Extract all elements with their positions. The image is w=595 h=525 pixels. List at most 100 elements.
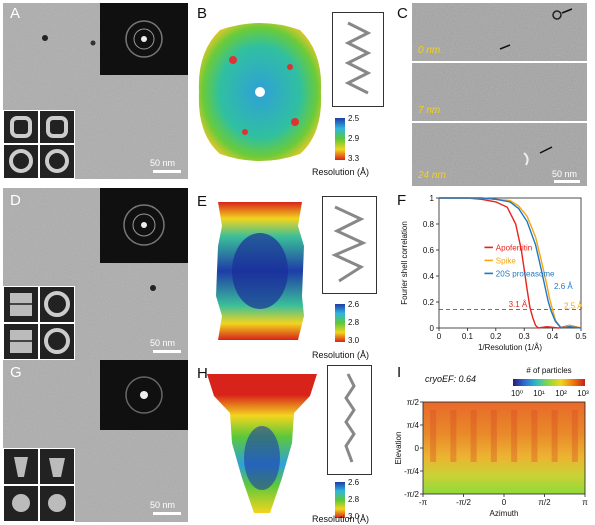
colorbar-e-tick-1: 2.8 <box>348 318 360 327</box>
fsc-xtick-label: 0 <box>437 332 442 341</box>
heatmap-xlabel: Azimuth <box>490 509 519 518</box>
class-average-4 <box>39 144 75 179</box>
fsc-legend-label: Apoferritin <box>496 243 532 252</box>
fsc-ytick-label: 0 <box>430 324 435 333</box>
heatmap-colorbar <box>513 379 585 386</box>
colorbar-h-tick-1: 2.8 <box>348 495 360 504</box>
panel-b-label: B <box>197 5 208 22</box>
fsc-series-line <box>439 197 582 329</box>
heatmap-field <box>423 402 585 494</box>
heatmap-stripe <box>470 410 477 462</box>
heatmap-colorbar-title: # of particles <box>526 366 571 375</box>
heatmap-ytick-label: 0 <box>415 444 420 453</box>
micrograph-g: 50 nm <box>3 360 188 522</box>
panel-h-label: H <box>197 365 208 382</box>
fsc-ytick-label: 0.2 <box>423 298 435 307</box>
tomogram-slice-0: 0 nm <box>412 3 587 61</box>
panel-i: I cryoEF: 0.64 # of particles 10⁰ 10¹ 10² 10³… <box>395 362 595 525</box>
colorbar-b-tick-0: 2.5 <box>348 114 360 123</box>
class-average-d2 <box>39 286 75 323</box>
class-average-3 <box>3 144 39 179</box>
panel-e: E 2.6 2.8 3.0 Resolution (Å) <box>192 188 392 364</box>
colorbar-b-title: Resolution (Å) <box>312 167 370 177</box>
fft-inset-d <box>100 188 188 263</box>
colorbar-h-tick-0: 2.6 <box>348 478 360 487</box>
scalebar-g <box>153 512 181 515</box>
class-average-d1 <box>3 286 39 323</box>
fsc-xtick-label: 0.4 <box>547 332 559 341</box>
colorbar-b-tick-1: 2.9 <box>348 134 360 143</box>
viewing-distribution-heatmap: cryoEF: 0.64 # of particles 10⁰ 10¹ 10² 10³ -π… <box>395 366 589 518</box>
panel-g: 50 nm G <box>0 360 190 525</box>
micrograph-d: 50 nm <box>3 188 188 360</box>
spike-map <box>207 374 317 513</box>
scalebar-g-label: 50 nm <box>150 500 176 510</box>
panel-f-label: F <box>397 192 407 209</box>
proteasome-map <box>216 202 304 340</box>
heatmap-colorbar-tick: 10⁰ <box>511 389 523 398</box>
colorbar-b-tick-2: 3.3 <box>348 154 360 163</box>
micrograph-a: 50 nm <box>3 3 188 179</box>
colorbar-h <box>335 482 345 518</box>
colorbar-h-title: Resolution (Å) <box>312 514 370 524</box>
atomic-model-inset-b <box>332 12 384 107</box>
panel-c-label: C <box>397 5 408 22</box>
heatmap-stripe <box>430 410 437 462</box>
colorbar-e-tick-2: 3.0 <box>348 336 360 345</box>
panel-d: 50 nm D <box>0 188 190 364</box>
slice-7-label: 7 nm <box>418 105 441 116</box>
fsc-ytick-label: 0.4 <box>423 272 435 281</box>
heatmap-colorbar-tick: 10² <box>555 389 567 398</box>
panel-g-label: G <box>10 364 22 381</box>
class-average-1 <box>3 110 39 144</box>
fft-inset-g <box>100 360 188 430</box>
heatmap-stripe <box>490 410 497 462</box>
heatmap-ytick-label: -π/2 <box>404 490 419 499</box>
heatmap-xtick-label: -π/2 <box>456 498 471 507</box>
panel-b: B 2.5 2.9 3.3 Resolution (Å) <box>192 0 392 180</box>
heatmap-ytick-label: π/4 <box>407 421 420 430</box>
heatmap-xtick-label: π <box>582 498 588 507</box>
atomic-model-inset-e <box>322 196 377 294</box>
panel-a-label: A <box>10 5 21 22</box>
panel-f: F 0 0.1 0.2 0.3 0.4 0.5 0 0.2 0.4 0.6 0.8 1 1/Resolu… <box>395 190 595 360</box>
scalebar-a-label: 50 nm <box>150 158 176 168</box>
fsc-ytick-label: 0.8 <box>423 220 435 229</box>
colorbar-b <box>335 118 345 160</box>
heatmap-stripe <box>571 410 578 462</box>
fsc-ylabel: Fourier shell correlation <box>400 221 409 305</box>
panel-i-label: I <box>397 364 402 381</box>
colorbar-e-title: Resolution (Å) <box>312 350 370 360</box>
colorbar-e-tick-0: 2.6 <box>348 300 360 309</box>
class-average-d4 <box>39 323 75 360</box>
fsc-xtick-label: 0.2 <box>490 332 502 341</box>
fsc-resolution-label: 3.1 Å <box>509 300 528 309</box>
panel-d-label: D <box>10 192 21 209</box>
fsc-ytick-label: 0.6 <box>423 246 435 255</box>
heatmap-stripe <box>551 410 558 462</box>
tomogram-slice-24: 24 nm 50 nm <box>412 123 587 186</box>
panel-e-label: E <box>197 193 208 210</box>
slice-0-label: 0 nm <box>418 45 441 56</box>
class-average-g2 <box>39 448 75 485</box>
panel-a: 50 nm A <box>0 0 190 180</box>
fsc-xlabel: 1/Resolution (1/Å) <box>478 343 542 352</box>
heatmap-annotation: cryoEF: 0.64 <box>425 374 476 384</box>
fsc-resolution-label: 2.5 Å <box>564 302 583 311</box>
fsc-series-line <box>439 197 582 329</box>
scalebar-d <box>153 350 181 353</box>
fsc-xtick-label: 0.5 <box>575 332 587 341</box>
heatmap-xtick-label: 0 <box>502 498 507 507</box>
fsc-chart: 0 0.1 0.2 0.3 0.4 0.5 0 0.2 0.4 0.6 0.8 1 1/Resoluti… <box>400 194 587 352</box>
fsc-legend-label: Spike <box>496 256 517 265</box>
heatmap-ylabel: Elevation <box>395 432 403 465</box>
class-average-g3 <box>3 485 39 522</box>
panel-c: C 0 nm 7 nm 24 nm 50 nm <box>395 0 595 190</box>
fft-inset-a <box>100 3 188 75</box>
heatmap-ytick-label: π/2 <box>407 398 420 407</box>
scalebar-a <box>153 170 181 173</box>
colorbar-e <box>335 304 345 342</box>
apoferritin-map <box>198 23 322 161</box>
heatmap-stripe <box>531 410 538 462</box>
heatmap-xtick-label: π/2 <box>538 498 551 507</box>
